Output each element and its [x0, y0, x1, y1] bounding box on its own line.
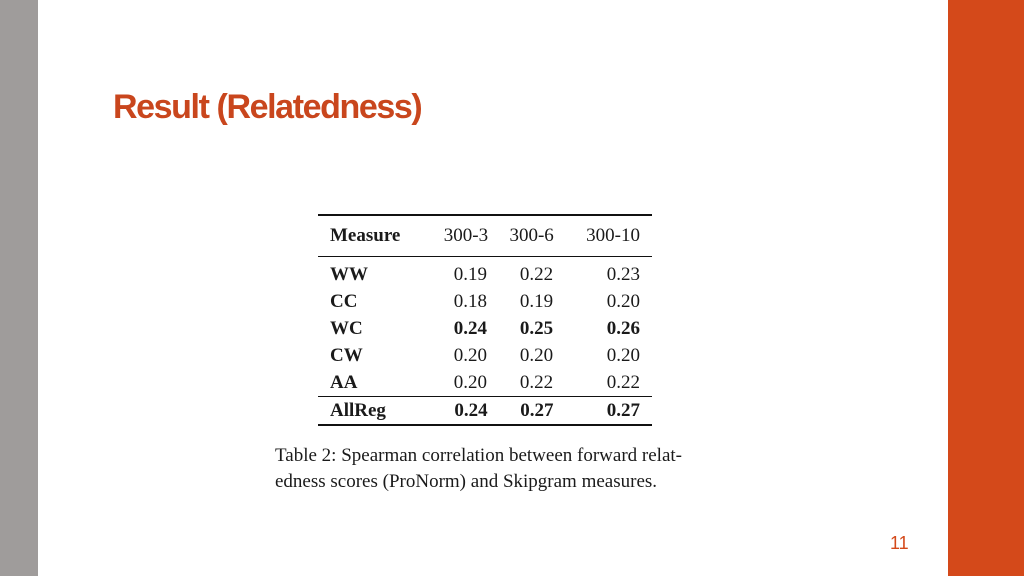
cell-value: 0.20	[606, 290, 640, 312]
cell-value: 0.22	[519, 263, 554, 285]
cell-value: 0.25	[519, 317, 554, 339]
cell-value: 0.27	[606, 399, 640, 421]
cell-value: 0.19	[453, 263, 488, 285]
right-accent-bar	[948, 0, 1024, 576]
cell-value: 0.23	[606, 263, 640, 285]
cell-measure: WC	[330, 317, 363, 339]
table-header-row: Measure 300-3 300-6 300-10	[318, 216, 652, 256]
table-top-rule	[318, 214, 652, 216]
header-measure: Measure	[330, 225, 401, 246]
cell-measure: AllReg	[330, 399, 386, 421]
cell-value: 0.26	[606, 317, 640, 339]
cell-value: 0.24	[453, 317, 488, 339]
table-row-aa: AA 0.20 0.22 0.22	[318, 369, 652, 396]
cell-value: 0.22	[606, 371, 640, 393]
cell-value: 0.22	[519, 371, 554, 393]
left-side-bar	[0, 0, 38, 576]
cell-measure: AA	[330, 371, 358, 393]
cell-value: 0.20	[519, 344, 554, 366]
results-table: Measure 300-3 300-6 300-10 WW 0.19 0.22 …	[318, 214, 652, 426]
cell-value: 0.27	[520, 399, 554, 421]
table-row-wc: WC 0.24 0.25 0.26	[318, 315, 652, 342]
slide-title: Result (Relatedness)	[113, 88, 423, 126]
caption-line: edness scores (ProNorm) and Skipgram mea…	[275, 471, 658, 492]
page-number: 11	[890, 533, 909, 553]
table-row-allreg: AllReg 0.24 0.27 0.27	[318, 397, 652, 424]
table-bottom-rule	[318, 424, 652, 426]
table-row-ww: WW 0.19 0.22 0.23	[318, 257, 652, 288]
cell-value: 0.20	[453, 344, 488, 366]
cell-value: 0.19	[519, 290, 554, 312]
header-300-3: 300-3	[443, 225, 489, 246]
cell-value: 0.20	[453, 371, 488, 393]
cell-value: 0.20	[606, 344, 640, 366]
header-300-10: 300-10	[586, 225, 640, 246]
table-summary-rule	[318, 396, 652, 397]
cell-value: 0.18	[453, 290, 488, 312]
cell-measure: CC	[330, 290, 358, 312]
cell-measure: WW	[330, 263, 368, 285]
cell-value: 0.24	[454, 399, 488, 421]
cell-measure: CW	[330, 344, 363, 366]
caption-line: Table 2: Spearman correlation between fo…	[275, 445, 682, 466]
header-300-6: 300-6	[509, 225, 554, 246]
table-caption: Table 2: Spearman correlation between fo…	[275, 443, 735, 495]
table-row-cw: CW 0.20 0.20 0.20	[318, 342, 652, 369]
table-mid-rule	[318, 256, 652, 257]
table-row-cc: CC 0.18 0.19 0.20	[318, 288, 652, 315]
